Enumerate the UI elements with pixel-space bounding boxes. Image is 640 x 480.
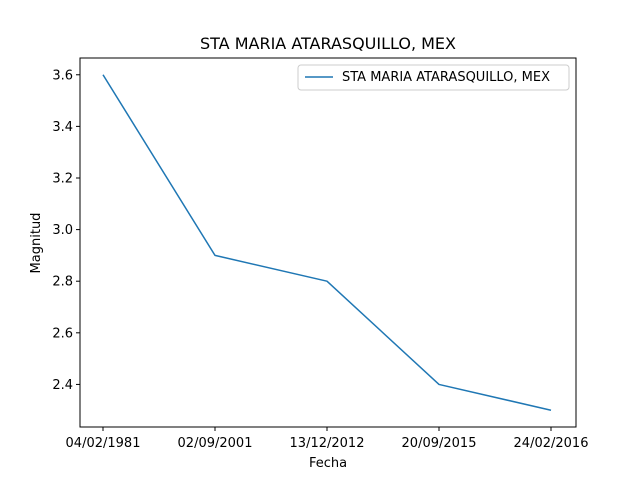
x-axis-ticks: 04/02/1981 02/09/2001 13/12/2012 20/09/2015… xyxy=(66,427,589,451)
x-tick-label: 02/09/2001 xyxy=(178,436,253,451)
chart-title: STA MARIA ATARASQUILLO, MEX xyxy=(200,34,456,53)
y-tick-label: 2.4 xyxy=(52,378,73,393)
legend: STA MARIA ATARASQUILLO, MEX xyxy=(297,64,570,91)
y-axis-label: Magnitud xyxy=(29,213,44,274)
legend-box xyxy=(297,64,570,91)
x-tick-label: 20/09/2015 xyxy=(402,436,477,451)
plot-frame xyxy=(79,57,577,428)
series-layer xyxy=(102,74,552,411)
plot-area xyxy=(80,58,576,427)
y-tick-label: 3.2 xyxy=(52,171,73,186)
x-tick-label: 24/02/2016 xyxy=(514,436,589,451)
legend-label: STA MARIA ATARASQUILLO, MEX xyxy=(342,70,550,85)
y-tick-label: 2.6 xyxy=(52,326,73,341)
x-axis-label: Fecha xyxy=(309,456,347,471)
y-tick-label: 2.8 xyxy=(52,275,73,290)
y-tick-label: 3.4 xyxy=(52,120,73,135)
y-tick-label: 3.6 xyxy=(52,68,73,83)
x-tick-label: 04/02/1981 xyxy=(66,436,141,451)
y-axis-ticks: 2.4 2.6 2.8 3.0 3.2 3.4 3.6 xyxy=(52,68,80,393)
x-tick-label: 13/12/2012 xyxy=(290,436,365,451)
y-tick-label: 3.0 xyxy=(52,223,73,238)
series-line xyxy=(102,74,552,411)
